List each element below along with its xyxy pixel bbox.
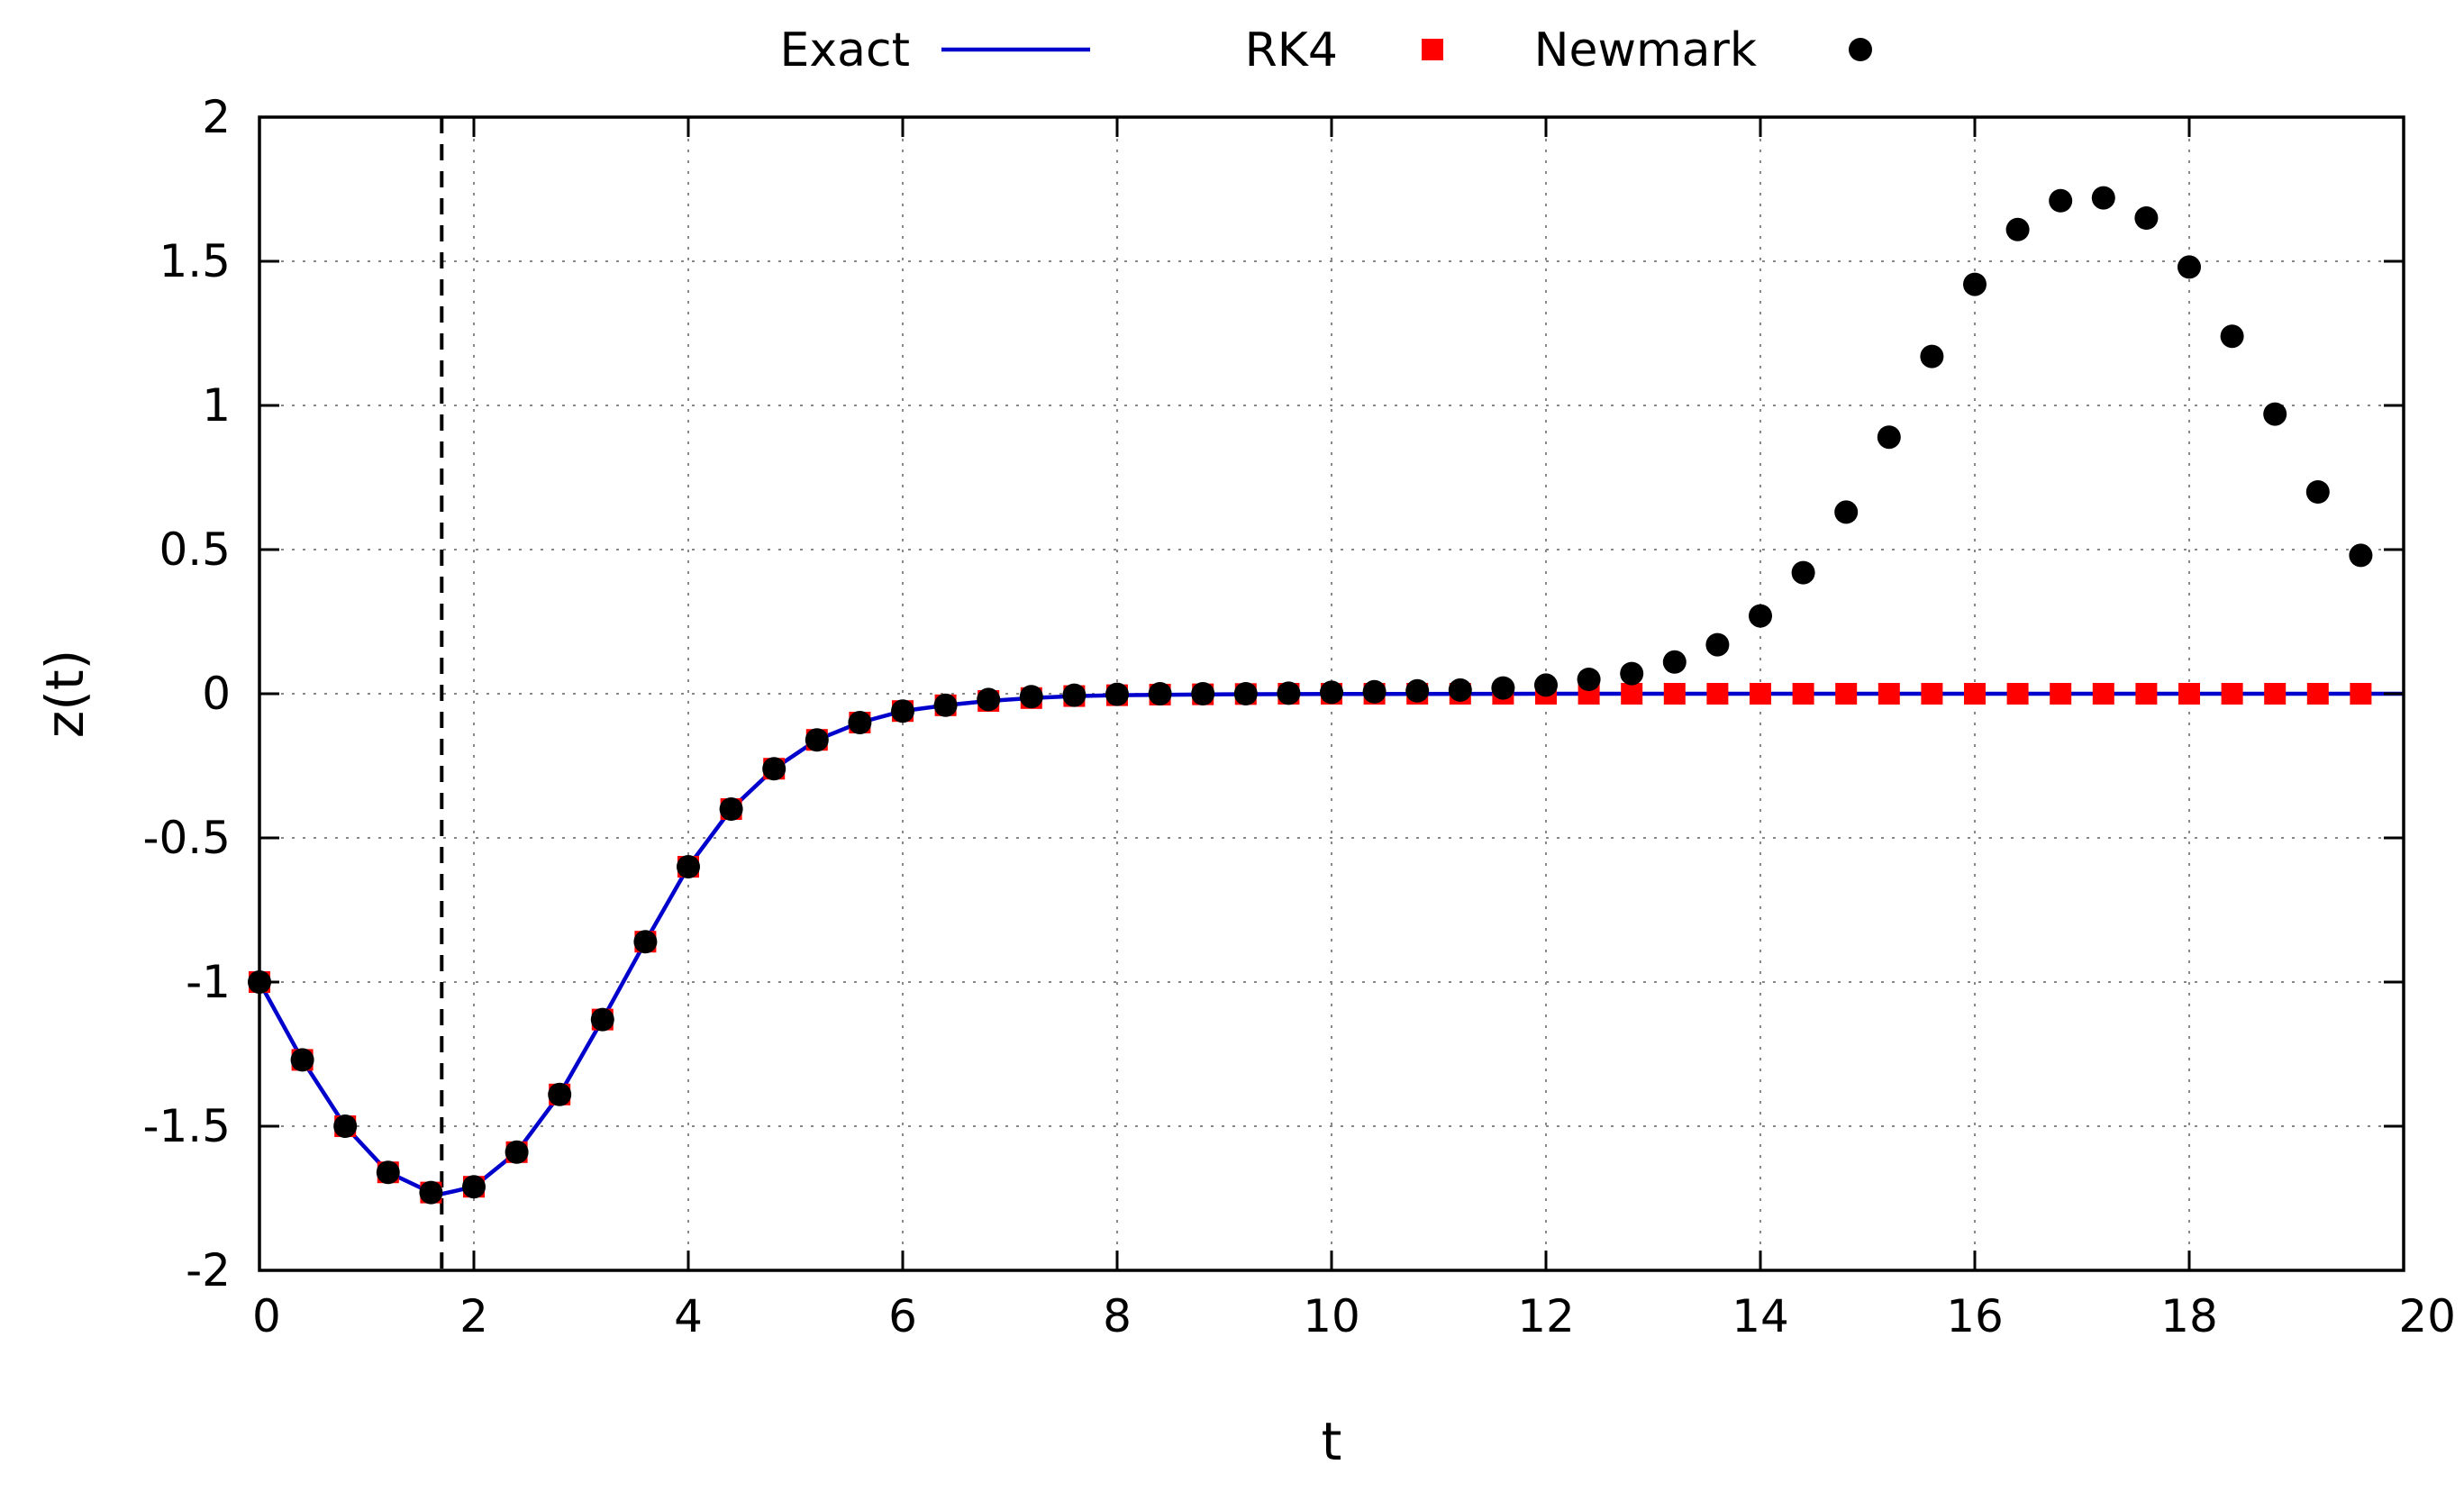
x-tick-label: 12 (1517, 1290, 1575, 1342)
newmark-point (290, 1048, 314, 1072)
y-tick-label: -1.5 (142, 1100, 231, 1152)
newmark-point (1534, 673, 1558, 697)
newmark-point (1705, 632, 1730, 657)
legend-swatch-newmark (1849, 38, 1872, 61)
y-tick-label: 0.5 (159, 523, 231, 576)
newmark-point (677, 855, 700, 878)
rk4-point (2092, 683, 2114, 705)
newmark-point (1749, 604, 1772, 628)
rk4-point (1835, 683, 1858, 705)
rk4-point (1706, 683, 1729, 705)
newmark-point (1791, 560, 1815, 585)
newmark-point (2134, 206, 2159, 230)
legend-label-newmark: Newmark (1534, 23, 1757, 77)
y-tick-label: 0 (202, 668, 231, 720)
newmark-point (1920, 344, 1944, 368)
x-tick-label: 18 (2160, 1290, 2218, 1342)
x-tick-label: 0 (252, 1290, 281, 1342)
newmark-point (633, 930, 658, 954)
x-tick-label: 6 (888, 1290, 917, 1342)
newmark-point (891, 699, 914, 723)
x-tick-label: 16 (1946, 1290, 2004, 1342)
rk4-point (1878, 683, 1900, 705)
newmark-point (1662, 650, 1687, 674)
legend: Exact RK4 Newmark (780, 23, 1872, 77)
newmark-point (2305, 480, 2330, 504)
newmark-point (590, 1007, 614, 1032)
newmark-point (1834, 500, 1859, 524)
newmark-point (1062, 683, 1087, 707)
newmark-point (1320, 680, 1343, 705)
x-tick-label: 14 (1732, 1290, 1789, 1342)
rk4-point (2350, 683, 2372, 705)
y-tick-label: -1 (186, 956, 231, 1008)
rk4-point (1663, 683, 1686, 705)
newmark-point (1233, 682, 1258, 705)
newmark-point (1191, 682, 1215, 705)
x-tick-label: 8 (1103, 1290, 1132, 1342)
newmark-point (333, 1114, 358, 1138)
newmark-point (805, 728, 829, 752)
newmark-point (376, 1160, 400, 1185)
newmark-point (977, 687, 1001, 712)
newmark-point (933, 693, 958, 717)
y-tick-label: -0.5 (142, 812, 231, 864)
x-tick-label: 4 (674, 1290, 703, 1342)
x-tick-label: 20 (2398, 1290, 2456, 1342)
newmark-point (2005, 217, 2030, 241)
legend-label-rk4: RK4 (1245, 23, 1338, 77)
rk4-point (2306, 683, 2329, 705)
newmark-point (1277, 681, 1301, 705)
newmark-point (2049, 188, 2073, 213)
rk4-point (2050, 683, 2072, 705)
newmark-point (2091, 186, 2115, 210)
rk4-point (2135, 683, 2158, 705)
newmark-point (2349, 543, 2373, 568)
newmark-point (1877, 425, 1901, 450)
newmark-point (505, 1140, 529, 1164)
newmark-point (2263, 402, 2287, 426)
rk4-point (1621, 683, 1643, 705)
newmark-point (1448, 678, 1472, 702)
newmark-point (1577, 668, 1601, 691)
series-layer (248, 186, 2404, 1205)
axis-ticks: 0 2 4 6 8 10 12 14 16 18 20 -2 -1.5 -1 -0.5 0 0.5 1 1.5 2 (142, 91, 2456, 1342)
newmark-point (848, 711, 872, 734)
y-tick-label: 1 (202, 379, 231, 432)
rk4-point (1750, 683, 1771, 705)
newmark-point (1019, 685, 1043, 709)
y-tick-label: 1.5 (159, 235, 231, 287)
rk4-point (1964, 683, 1986, 705)
y-axis-label: z(t) (34, 650, 95, 738)
newmark-point (462, 1175, 486, 1199)
rk4-point (2006, 683, 2029, 705)
newmark-point (419, 1180, 443, 1205)
newmark-point (2178, 255, 2201, 279)
newmark-point (1620, 661, 1644, 686)
legend-label-exact: Exact (780, 23, 910, 77)
legend-swatch-rk4 (1422, 39, 1443, 60)
rk4-point (1921, 683, 1943, 705)
y-tick-label: 2 (202, 91, 231, 143)
newmark-point (1105, 682, 1129, 706)
newmark-point (762, 757, 786, 781)
y-tick-label: -2 (186, 1244, 231, 1296)
x-tick-label: 2 (459, 1290, 488, 1342)
newmark-point (1362, 679, 1387, 704)
x-tick-label: 10 (1303, 1290, 1360, 1342)
newmark-point (719, 797, 743, 821)
newmark-point (1963, 272, 1987, 296)
rk4-point (1792, 683, 1814, 705)
rk4-point (2264, 683, 2287, 705)
newmark-point (2220, 324, 2244, 349)
newmark-point (548, 1082, 572, 1106)
newmark-point (1405, 678, 1430, 703)
x-axis-label: t (1322, 1411, 1342, 1472)
rk4-point (2221, 683, 2243, 705)
newmark-point (1491, 676, 1515, 700)
rk4-point (2178, 683, 2200, 705)
newmark-point (1148, 682, 1172, 705)
